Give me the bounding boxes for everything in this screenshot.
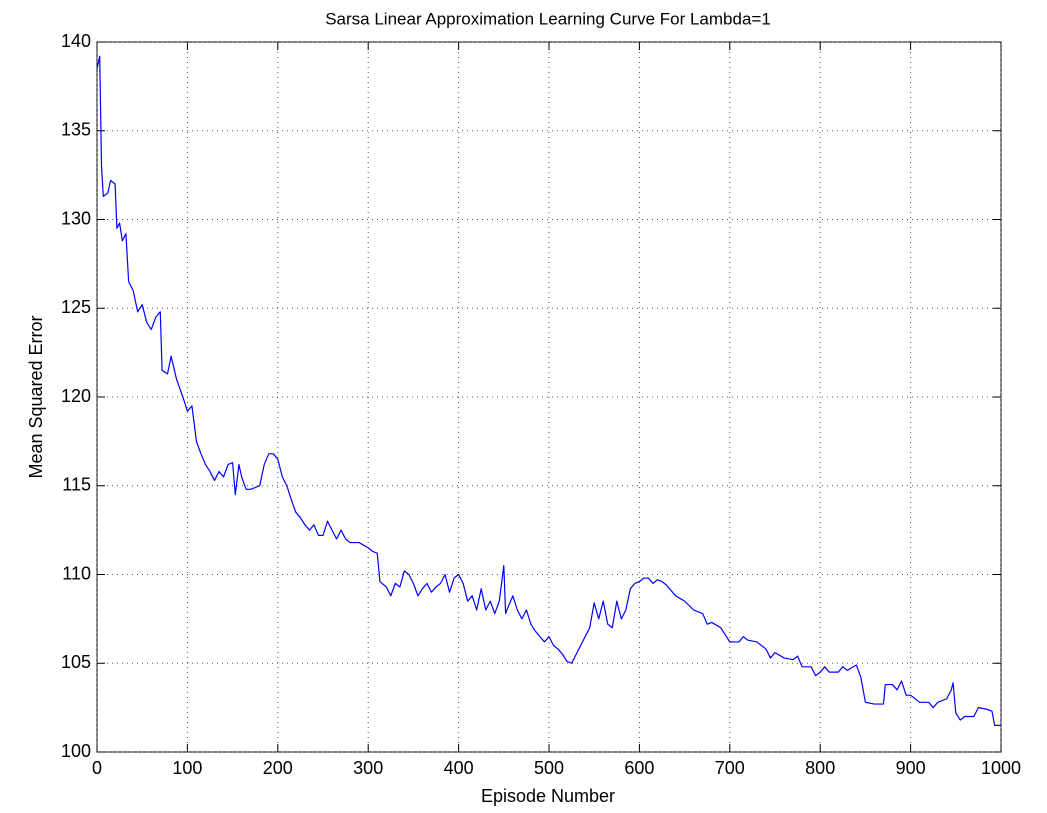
y-axis-label: Mean Squared Error: [26, 315, 46, 478]
y-tick-label: 130: [61, 208, 91, 228]
y-tick-label: 100: [61, 741, 91, 761]
x-axis-label: Episode Number: [481, 786, 615, 806]
x-tick-label: 600: [624, 758, 654, 778]
x-tick-label: 700: [715, 758, 745, 778]
y-tick-label: 140: [61, 31, 91, 51]
x-tick-label: 800: [805, 758, 835, 778]
x-tick-label: 0: [92, 758, 102, 778]
x-tick-label: 500: [534, 758, 564, 778]
chart-title: Sarsa Linear Approximation Learning Curv…: [325, 9, 771, 28]
x-tick-label: 1000: [981, 758, 1021, 778]
y-tick-label: 125: [61, 297, 91, 317]
x-tick-label: 400: [444, 758, 474, 778]
y-tick-label: 105: [61, 652, 91, 672]
y-tick-label: 135: [61, 120, 91, 140]
x-tick-label: 200: [263, 758, 293, 778]
data-line: [96, 55, 1001, 726]
x-tick-label: 900: [896, 758, 926, 778]
x-tick-label: 300: [353, 758, 383, 778]
x-tick-label: 100: [172, 758, 202, 778]
y-tick-label: 115: [62, 475, 91, 495]
y-tick-label: 110: [62, 563, 91, 583]
y-tick-label: 120: [61, 386, 91, 406]
